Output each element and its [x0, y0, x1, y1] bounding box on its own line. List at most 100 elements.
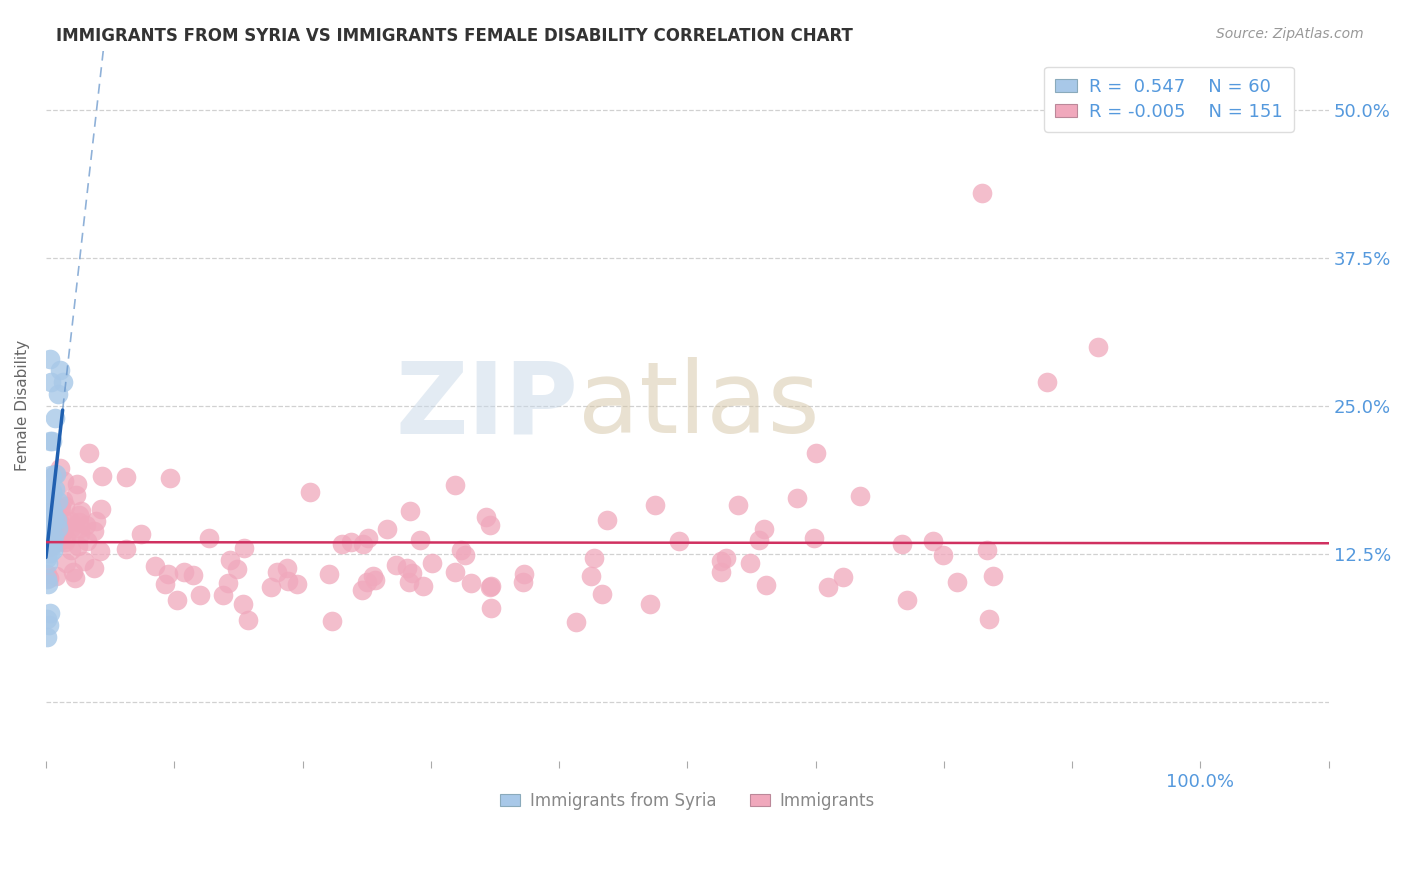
Text: ZIP: ZIP [395, 358, 578, 454]
Point [39, 512, 62, 526]
Point [259, 580, 281, 594]
Point [42, 535, 65, 549]
Point [159, 471, 181, 485]
Point [41, 533, 63, 547]
Point [932, 548, 955, 562]
Point [398, 575, 420, 590]
Point [396, 561, 419, 575]
Point [454, 549, 477, 563]
Point [41, 509, 63, 524]
Point [398, 504, 420, 518]
Point [37, 511, 59, 525]
Point [46, 494, 69, 508]
Point [198, 531, 221, 545]
Point [479, 579, 502, 593]
Point [945, 574, 967, 589]
Point [748, 533, 770, 548]
Point [37, 514, 59, 528]
Y-axis label: Female Disability: Female Disability [15, 341, 30, 472]
Point [37, 491, 59, 506]
Point [352, 537, 374, 551]
Point [218, 552, 240, 566]
Point [46, 513, 69, 527]
Point [69, 504, 91, 518]
Point [41, 434, 63, 449]
Point [52, 514, 75, 528]
Point [42, 542, 65, 557]
Point [752, 522, 775, 536]
Point [37, 551, 59, 566]
Point [38, 351, 60, 366]
Point [45, 520, 67, 534]
Point [41, 506, 63, 520]
Point [35, 535, 58, 549]
Text: IMMIGRANTS FROM SYRIA VS IMMIGRANTS FEMALE DISABILITY CORRELATION CHART: IMMIGRANTS FROM SYRIA VS IMMIGRANTS FEMA… [56, 27, 853, 45]
Point [37, 524, 59, 538]
Point [375, 522, 398, 536]
Point [89, 544, 111, 558]
Point [37, 538, 59, 552]
Point [37, 630, 59, 644]
Point [41, 469, 63, 483]
Point [49, 501, 72, 516]
Point [39, 546, 62, 560]
Point [37, 572, 59, 586]
Point [41, 486, 63, 500]
Point [1035, 375, 1057, 389]
Point [318, 567, 340, 582]
Point [83, 561, 105, 575]
Point [277, 574, 299, 588]
Point [922, 534, 945, 549]
Point [217, 575, 239, 590]
Point [981, 569, 1004, 583]
Point [53, 535, 76, 549]
Point [582, 550, 605, 565]
Point [46, 509, 69, 524]
Point [35, 535, 58, 549]
Point [276, 560, 298, 574]
Point [804, 446, 827, 460]
Point [38, 618, 60, 632]
Point [35, 529, 58, 543]
Point [46, 521, 69, 535]
Point [67, 515, 90, 529]
Point [37, 577, 59, 591]
Point [35, 544, 58, 558]
Point [72, 554, 94, 568]
Point [565, 615, 588, 630]
Point [211, 588, 233, 602]
Point [38, 526, 60, 541]
Text: Source: ZipAtlas.com: Source: ZipAtlas.com [1216, 27, 1364, 41]
Point [49, 529, 72, 543]
Point [444, 478, 467, 492]
Point [37, 567, 59, 582]
Point [44, 504, 66, 518]
Point [66, 477, 89, 491]
Point [52, 524, 75, 538]
Point [38, 533, 60, 548]
Point [727, 498, 749, 512]
Point [356, 574, 378, 589]
Point [976, 542, 998, 557]
Point [39, 499, 62, 513]
Point [75, 518, 97, 533]
Point [90, 502, 112, 516]
Point [49, 516, 72, 531]
Point [55, 532, 77, 546]
Point [891, 537, 914, 551]
Point [896, 593, 918, 607]
Point [266, 566, 288, 580]
Point [513, 567, 536, 582]
Point [42, 511, 65, 525]
Point [44, 526, 66, 541]
Point [38, 522, 60, 536]
Point [155, 576, 177, 591]
Point [332, 536, 354, 550]
Point [364, 573, 387, 587]
Point [668, 534, 690, 549]
Point [479, 580, 502, 594]
Point [60, 521, 83, 535]
Point [45, 467, 67, 482]
Point [232, 597, 254, 611]
Point [39, 519, 62, 533]
